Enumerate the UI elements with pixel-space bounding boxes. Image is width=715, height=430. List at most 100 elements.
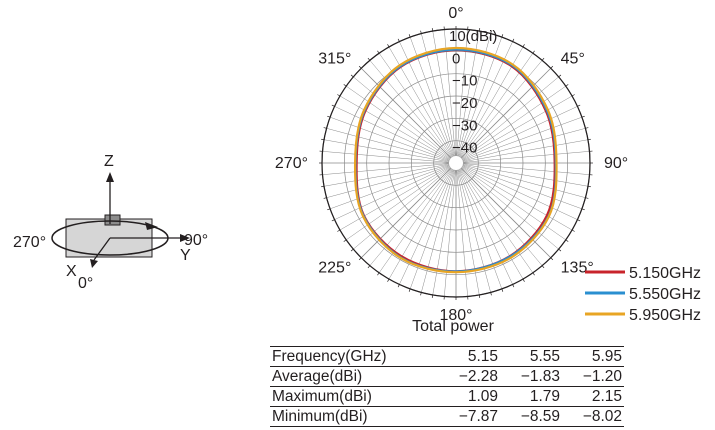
y-axis-arrow-icon: [180, 234, 190, 242]
label-90deg: 90°: [184, 232, 208, 249]
table-row-label: Minimum(dBi): [270, 406, 438, 427]
polar-spoke: [462, 163, 589, 187]
x-axis-line: [93, 237, 111, 261]
table-row-label: Average(dBi): [270, 366, 438, 387]
polar-outer-ring: [321, 28, 591, 298]
radial-tick-label: 0: [452, 50, 460, 67]
polar-spoke: [461, 166, 573, 231]
table-header-row: Frequency(GHz) 5.15 5.55 5.95: [270, 346, 624, 367]
polar-spoke: [458, 169, 503, 290]
polar-spoke: [399, 169, 454, 285]
polar-labels: 0° 45° 90° 135° 180° 225° 270° 315° 10(dBi) 0 −10 −…: [275, 5, 628, 324]
rotation-arrow-icon: [145, 222, 158, 230]
polar-spoke: [460, 167, 552, 259]
legend-label: 5.150GHz: [629, 265, 701, 282]
angle-label: 0°: [448, 5, 463, 22]
chart-caption: Total power: [412, 318, 494, 335]
polar-spoke: [388, 168, 453, 280]
table-cell: 1.09: [438, 386, 500, 407]
polar-ring: [433, 140, 479, 186]
polar-spoke: [334, 165, 450, 220]
polar-spoke: [353, 76, 451, 159]
angle-label: 135°: [561, 260, 594, 277]
polar-spoke: [329, 116, 450, 161]
x-axis-arrow-icon: [90, 259, 98, 268]
polar-spoke: [462, 165, 583, 210]
polar-grid: [319, 26, 593, 300]
polar-spoke: [462, 165, 578, 220]
polar-spoke: [460, 67, 552, 159]
polar-spoke: [322, 151, 450, 163]
polar-spoke: [322, 163, 450, 175]
polar-spoke: [388, 46, 453, 158]
polar-spoke: [460, 60, 543, 158]
polar-spoke: [444, 169, 456, 297]
table-header-cell: 5.55: [500, 346, 562, 367]
polar-spoke: [323, 139, 450, 163]
polar-ring: [388, 95, 524, 231]
polar-spoke: [462, 116, 583, 161]
polar-spoke: [461, 95, 573, 160]
polar-ring: [366, 73, 546, 253]
z-label: Z: [104, 153, 114, 170]
polar-ring: [343, 50, 569, 276]
device-chip: [104, 214, 121, 226]
polar-spoke: [369, 60, 452, 158]
polar-spoke: [460, 168, 543, 266]
polar-spoke: [462, 139, 589, 163]
table-cell: −7.87: [438, 406, 500, 427]
table-cell: −8.02: [562, 406, 624, 427]
polar-spoke: [421, 169, 455, 293]
table-row-label: Maximum(dBi): [270, 386, 438, 407]
polar-spoke: [461, 76, 559, 159]
table-header-cell: 5.15: [438, 346, 500, 367]
polar-spoke: [432, 169, 456, 296]
legend: 5.150GHz 5.550GHz 5.950GHz: [585, 265, 701, 324]
polar-spoke: [409, 169, 454, 290]
polar-spoke: [326, 128, 450, 162]
polar-spoke: [360, 167, 452, 259]
polar-spoke: [378, 53, 453, 158]
polar-spoke: [323, 163, 450, 187]
table-cell: −1.83: [500, 366, 562, 387]
table-cell: 2.15: [562, 386, 624, 407]
polar-spoke: [399, 41, 454, 157]
table-row: Average(dBi) −2.28 −1.83 −1.20: [270, 366, 624, 387]
table-header-cell: 5.95: [562, 346, 624, 367]
polar-spoke: [461, 85, 566, 160]
series-line-5.950GHz: [353, 46, 558, 274]
polar-spoke: [346, 85, 451, 160]
polar-spoke: [339, 166, 451, 231]
table-cell: 1.79: [500, 386, 562, 407]
angle-label: 225°: [318, 260, 351, 277]
polar-spoke: [462, 163, 590, 175]
radial-unit-label: 10(dBi): [449, 28, 497, 45]
polar-spoke: [369, 168, 452, 266]
axis-diagram: Z Y X 0° 90° 270°: [13, 153, 208, 292]
polar-spoke: [459, 168, 534, 273]
polar-spoke: [462, 128, 586, 162]
polar-spoke: [458, 169, 513, 285]
table-cell: −8.59: [500, 406, 562, 427]
polar-ring: [410, 117, 502, 209]
polar-spoke: [457, 169, 491, 293]
polar-spoke: [326, 164, 450, 198]
angle-label: 45°: [561, 50, 585, 67]
angle-label: 270°: [275, 155, 308, 172]
legend-label: 5.550GHz: [629, 286, 701, 303]
radial-tick-label: −40: [452, 140, 477, 157]
polar-series: [353, 46, 558, 274]
polar-spoke: [353, 167, 451, 250]
polar-spoke: [339, 95, 451, 160]
table-cell: −1.20: [562, 366, 624, 387]
polar-spoke: [462, 106, 578, 161]
polar-spoke: [360, 67, 452, 159]
angle-label: 315°: [318, 50, 351, 67]
table-row: Maximum(dBi) 1.09 1.79 2.15: [270, 386, 624, 407]
legend-label: 5.950GHz: [629, 307, 701, 324]
x-label: X: [66, 263, 77, 280]
angle-label: 90°: [604, 155, 628, 172]
angle-label: 180°: [439, 307, 472, 324]
radial-tick-label: −30: [452, 117, 477, 134]
